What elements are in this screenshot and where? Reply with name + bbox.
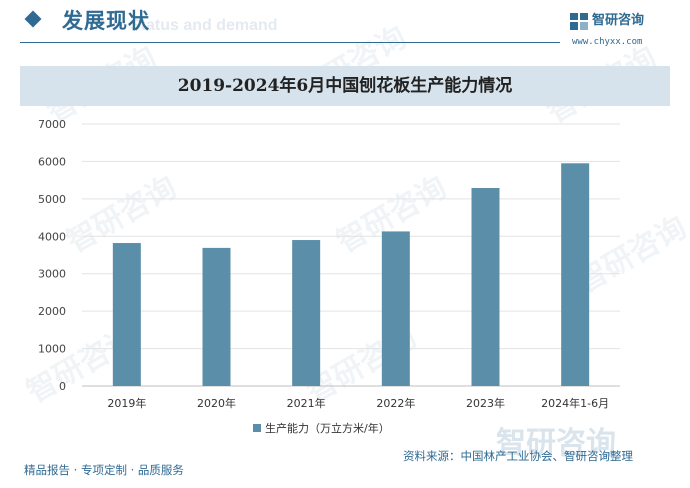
footer-slogan: 精品报告 · 专项定制 · 品质服务 bbox=[24, 463, 184, 477]
bar bbox=[292, 240, 321, 386]
y-axis: 0 1000 2000 3000 4000 5000 6000 7000 bbox=[38, 118, 66, 393]
chart-grid bbox=[82, 123, 620, 387]
bar-chart: 0 1000 2000 3000 4000 5000 6000 7000 2019年 2020年… bbox=[38, 118, 620, 435]
x-tick-label: 2019年 bbox=[107, 396, 146, 410]
bar bbox=[112, 243, 141, 386]
brand-logo-icon bbox=[570, 13, 588, 30]
x-tick-label: 2024年1-6月 bbox=[541, 396, 609, 410]
legend: 生产能力（万立方米/年） bbox=[253, 421, 390, 435]
x-tick-label: 2021年 bbox=[287, 396, 326, 410]
brand-url: www.chyxx.com bbox=[572, 37, 643, 47]
bar bbox=[381, 231, 410, 386]
y-tick-label: 6000 bbox=[38, 155, 66, 168]
x-axis: 2019年 2020年 2021年 2022年 2023年 2024年1-6月 bbox=[107, 396, 609, 410]
watermark-logo-text: 智研咨询 bbox=[496, 426, 616, 461]
bar bbox=[561, 163, 590, 386]
legend-swatch bbox=[253, 424, 261, 432]
bar-series bbox=[112, 163, 590, 386]
bar bbox=[471, 188, 500, 386]
section-subtitle: Status and demand bbox=[130, 17, 278, 34]
y-tick-label: 1000 bbox=[38, 343, 66, 356]
brand-name: 智研咨询 bbox=[592, 13, 645, 28]
y-tick-label: 4000 bbox=[38, 230, 66, 243]
x-tick-label: 2023年 bbox=[466, 396, 505, 410]
y-tick-label: 7000 bbox=[38, 118, 66, 131]
y-tick-label: 5000 bbox=[38, 193, 66, 206]
header: Status and demand 发展现状 智研咨询 www.chyxx.co… bbox=[0, 0, 690, 47]
y-tick-label: 3000 bbox=[38, 268, 66, 281]
chart-title-band: 2019-2024年6月中国刨花板生产能力情况 bbox=[20, 66, 670, 106]
y-tick-label: 2000 bbox=[38, 305, 66, 318]
brand: 智研咨询 www.chyxx.com bbox=[570, 12, 680, 52]
x-tick-label: 2020年 bbox=[197, 396, 236, 410]
y-tick-label: 0 bbox=[59, 380, 66, 393]
section-title: 发展现状 bbox=[62, 9, 150, 33]
legend-label: 生产能力（万立方米/年） bbox=[265, 421, 390, 435]
bar bbox=[202, 247, 231, 386]
chart-title: 2019-2024年6月中国刨花板生产能力情况 bbox=[177, 76, 513, 96]
header-divider bbox=[20, 42, 560, 43]
x-tick-label: 2022年 bbox=[376, 396, 415, 410]
diamond-icon bbox=[24, 10, 42, 28]
source-note: 资料来源：中国林产工业协会、智研咨询整理 bbox=[403, 449, 633, 463]
